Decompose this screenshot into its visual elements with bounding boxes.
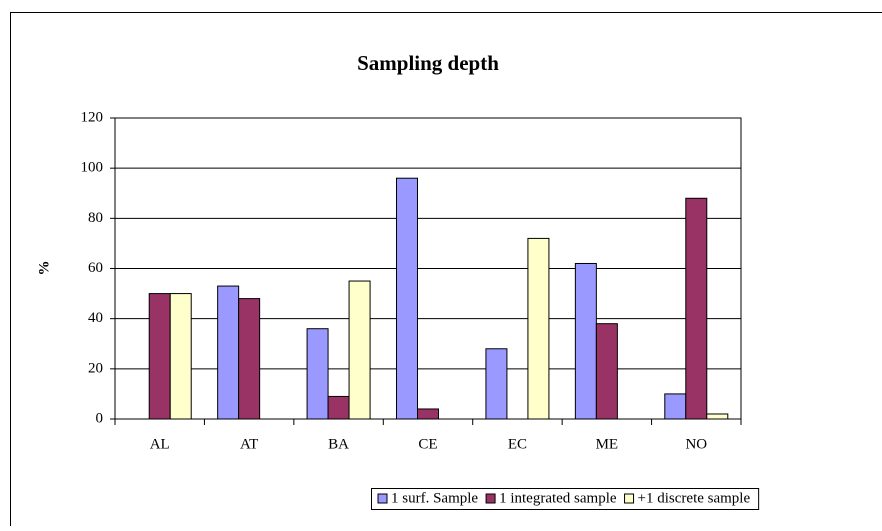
y-tick-label: 20	[88, 360, 103, 376]
x-tick-label: BA	[328, 436, 349, 452]
bar	[707, 414, 728, 419]
y-tick-label: 0	[96, 410, 104, 426]
bar	[528, 238, 549, 419]
x-tick-label: ME	[596, 436, 619, 452]
bar	[575, 263, 596, 419]
bar	[486, 349, 507, 419]
bar	[665, 394, 686, 419]
x-tick-label: AL	[150, 436, 170, 452]
y-tick-label: 40	[88, 310, 103, 326]
y-tick-label: 100	[81, 160, 104, 176]
y-tick-label: 120	[81, 109, 104, 125]
chart-title: Sampling depth	[357, 51, 499, 75]
y-tick-label: 80	[88, 210, 103, 226]
legend-label: 1 surf. Sample	[391, 490, 478, 506]
legend-swatch	[378, 494, 387, 503]
bar	[328, 396, 349, 419]
bar	[307, 329, 328, 419]
bar	[418, 409, 439, 419]
legend-label: 1 integrated sample	[499, 490, 617, 506]
bar	[686, 198, 707, 419]
bar	[596, 324, 617, 419]
x-tick-label: AT	[240, 436, 258, 452]
legend-swatch	[486, 494, 495, 503]
y-tick-label: 60	[88, 260, 103, 276]
bar	[149, 294, 170, 419]
x-tick-label: EC	[508, 436, 527, 452]
bar	[239, 299, 260, 419]
legend-label: +1 discrete sample	[638, 490, 751, 506]
legend-swatch	[625, 494, 634, 503]
x-tick-label: NO	[685, 436, 707, 452]
bar	[349, 281, 370, 419]
y-axis-label: %	[36, 261, 52, 276]
bar	[218, 286, 239, 419]
bar	[170, 294, 191, 419]
x-tick-label: CE	[418, 436, 437, 452]
bar	[397, 178, 418, 419]
